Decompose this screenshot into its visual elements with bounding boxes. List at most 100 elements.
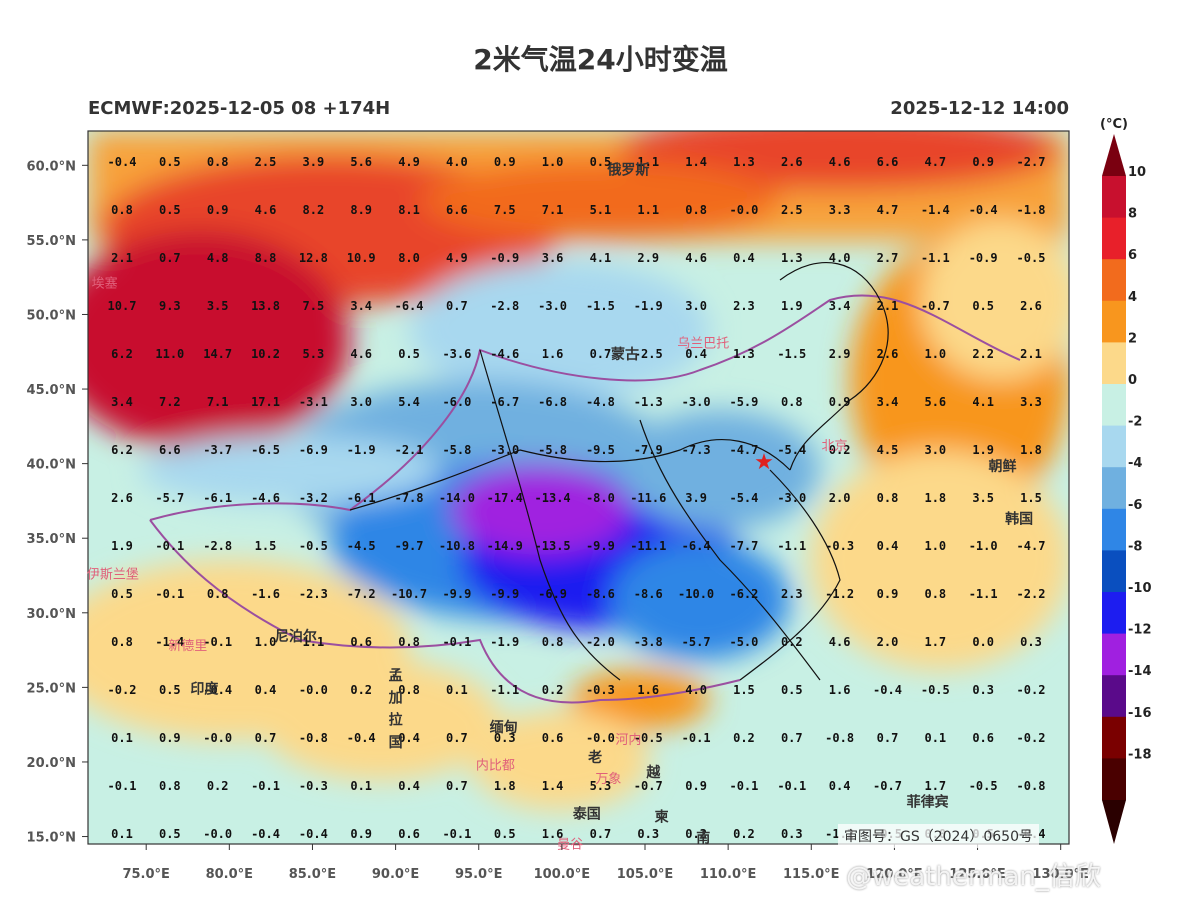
grid-value: 0.7 bbox=[446, 299, 468, 313]
place-label: 朝鲜 bbox=[988, 458, 1016, 475]
grid-value: 2.1 bbox=[877, 299, 899, 313]
grid-value: -6.4 bbox=[395, 299, 424, 313]
place-label: 拉 bbox=[389, 712, 403, 729]
grid-value: 4.7 bbox=[924, 155, 946, 169]
grid-value: 0.2 bbox=[350, 683, 372, 697]
grid-value: -2.2 bbox=[1017, 587, 1046, 601]
colorbar-label: -4 bbox=[1128, 456, 1142, 471]
grid-value: 2.0 bbox=[829, 491, 851, 505]
grid-value: -1.9 bbox=[347, 443, 376, 457]
colorbar-segment bbox=[1102, 633, 1126, 676]
grid-value: 1.4 bbox=[542, 779, 564, 793]
grid-value: -0.7 bbox=[634, 779, 663, 793]
grid-value: -3.0 bbox=[490, 443, 519, 457]
place-label: 俄罗斯 bbox=[606, 161, 649, 178]
grid-value: 0.2 bbox=[207, 779, 229, 793]
grid-value: -3.0 bbox=[682, 395, 711, 409]
lon-tick-label: 95.0°E bbox=[455, 867, 502, 882]
grid-value: 0.8 bbox=[781, 395, 803, 409]
grid-value: 5.4 bbox=[398, 395, 420, 409]
grid-value: 0.3 bbox=[781, 827, 803, 841]
grid-value: 5.1 bbox=[590, 203, 612, 217]
lon-tick-label: 75.0°E bbox=[122, 867, 169, 882]
grid-value: -0.0 bbox=[586, 731, 615, 745]
colorbar-segment bbox=[1102, 467, 1126, 510]
grid-value: 0.9 bbox=[159, 731, 181, 745]
grid-value: 0.8 bbox=[398, 635, 420, 649]
plot-frame bbox=[87, 130, 1070, 845]
place-label: 孟 bbox=[389, 668, 403, 684]
grid-value: -6.5 bbox=[251, 443, 280, 457]
lon-tick-label: 105.0°E bbox=[617, 867, 674, 882]
colorbar-bottom-arrow bbox=[1102, 800, 1126, 844]
grid-value: 2.5 bbox=[255, 155, 277, 169]
grid-value: 3.9 bbox=[303, 155, 325, 169]
place-label: 印度 bbox=[190, 680, 219, 697]
grid-value: 3.6 bbox=[542, 251, 564, 265]
grid-value: -5.4 bbox=[777, 443, 806, 457]
grid-value: 0.2 bbox=[829, 443, 851, 457]
place-label: 南 bbox=[696, 830, 710, 847]
grid-value: -5.8 bbox=[442, 443, 471, 457]
place-label: 河内 bbox=[615, 732, 641, 748]
colorbar-label: -12 bbox=[1128, 623, 1152, 638]
colorbar-unit: (°C) bbox=[1100, 117, 1128, 132]
place-label: 泰国 bbox=[572, 806, 601, 823]
grid-value: 2.3 bbox=[733, 299, 755, 313]
grid-value: 2.6 bbox=[111, 491, 133, 505]
grid-value: -7.8 bbox=[395, 491, 424, 505]
place-label: 乌兰巴托 bbox=[677, 335, 729, 351]
grid-value: 0.8 bbox=[111, 635, 133, 649]
grid-value: 4.6 bbox=[350, 347, 372, 361]
colorbar-label: 10 bbox=[1128, 165, 1146, 180]
grid-value: 0.8 bbox=[398, 683, 420, 697]
grid-value: 7.5 bbox=[494, 203, 516, 217]
grid-value: -0.3 bbox=[825, 539, 854, 553]
grid-value: 9.3 bbox=[159, 299, 181, 313]
grid-value: -0.2 bbox=[108, 683, 137, 697]
grid-value: 0.2 bbox=[733, 827, 755, 841]
place-label: 内比都 bbox=[476, 757, 515, 773]
grid-value: 2.3 bbox=[781, 587, 803, 601]
grid-value: -13.4 bbox=[535, 491, 571, 505]
place-label: 埃塞 bbox=[92, 276, 118, 292]
grid-value: -3.6 bbox=[442, 347, 471, 361]
grid-value: 0.1 bbox=[111, 731, 133, 745]
colorbar-label: -18 bbox=[1128, 747, 1152, 762]
grid-value: 0.9 bbox=[350, 827, 372, 841]
grid-value: -0.3 bbox=[586, 683, 615, 697]
grid-value: 13.8 bbox=[251, 299, 280, 313]
grid-value: 1.5 bbox=[255, 539, 277, 553]
grid-value: 0.8 bbox=[685, 203, 707, 217]
grid-value: -9.9 bbox=[586, 539, 615, 553]
grid-value: -1.1 bbox=[969, 587, 998, 601]
grid-value: -0.1 bbox=[682, 731, 711, 745]
grid-value: -4.5 bbox=[347, 539, 376, 553]
grid-value: -10.0 bbox=[678, 587, 714, 601]
grid-value: -10.7 bbox=[391, 587, 427, 601]
grid-value: -0.0 bbox=[203, 731, 232, 745]
grid-value: -1.3 bbox=[634, 395, 663, 409]
grid-value: 1.5 bbox=[1020, 491, 1042, 505]
lat-tick-label: 30.0°N bbox=[27, 607, 76, 622]
grid-value: 0.5 bbox=[159, 203, 181, 217]
grid-value: -5.8 bbox=[538, 443, 567, 457]
grid-value: -4.6 bbox=[490, 347, 519, 361]
grid-value: 0.7 bbox=[159, 251, 181, 265]
grid-value: -5.7 bbox=[155, 491, 184, 505]
place-label: 越 bbox=[645, 764, 661, 781]
grid-value: 12.8 bbox=[299, 251, 328, 265]
grid-value: -6.8 bbox=[538, 395, 567, 409]
colorbar-segment bbox=[1102, 675, 1126, 718]
grid-value: 0.0 bbox=[972, 635, 994, 649]
grid-value: 4.6 bbox=[829, 635, 851, 649]
grid-value: 6.6 bbox=[877, 155, 899, 169]
grid-value: 8.9 bbox=[350, 203, 372, 217]
grid-value: 0.8 bbox=[159, 779, 181, 793]
grid-value: -2.1 bbox=[395, 443, 424, 457]
colorbar-label: -10 bbox=[1128, 581, 1152, 596]
grid-value: 11.0 bbox=[155, 347, 184, 361]
grid-value: 4.6 bbox=[829, 155, 851, 169]
grid-value: 10.7 bbox=[108, 299, 137, 313]
